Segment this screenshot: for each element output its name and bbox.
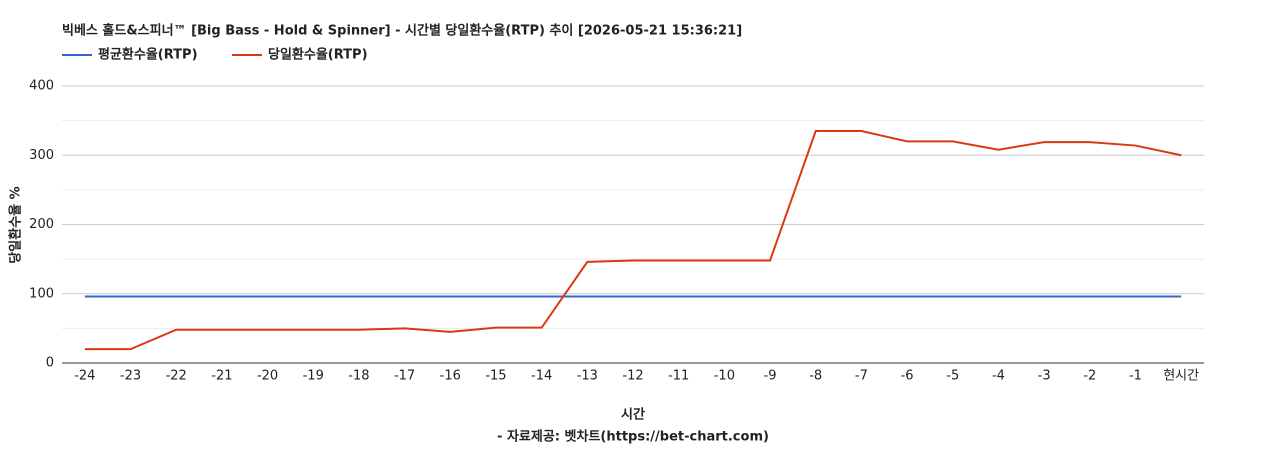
x-tick-label: -24 — [74, 369, 95, 384]
y-tick-label: 0 — [46, 356, 54, 371]
legend-label: 평균환수율(RTP) — [98, 47, 198, 63]
y-tick-label: 400 — [29, 79, 54, 94]
y-tick-label: 200 — [29, 217, 54, 232]
x-tick-label: -15 — [485, 369, 506, 384]
x-tick-label: -4 — [992, 369, 1005, 384]
x-tick-label: -20 — [257, 369, 278, 384]
x-tick-label: -8 — [809, 369, 822, 384]
x-tick-label: -2 — [1083, 369, 1096, 384]
x-tick-label: -12 — [622, 369, 643, 384]
x-tick-label: -13 — [577, 369, 598, 384]
x-tick-label: -11 — [668, 369, 689, 384]
x-tick-label: -6 — [901, 369, 914, 384]
x-tick-label: -1 — [1129, 369, 1142, 384]
x-tick-label: -19 — [303, 369, 324, 384]
y-axis-label: 당일환수율 % — [8, 186, 24, 263]
x-tick-label: 현시간 — [1163, 369, 1199, 384]
y-tick-label: 100 — [29, 286, 54, 301]
x-tick-label: -7 — [855, 369, 868, 384]
x-tick-label: -10 — [714, 369, 735, 384]
chart-title: 빅베스 홀드&스피너™ [Big Bass - Hold & Spinner] … — [62, 23, 742, 39]
x-tick-label: -16 — [440, 369, 461, 384]
x-tick-label: -14 — [531, 369, 552, 384]
x-tick-label: -22 — [166, 369, 187, 384]
x-tick-label: -5 — [946, 369, 959, 384]
x-tick-label: -21 — [211, 369, 232, 384]
y-tick-label: 300 — [29, 148, 54, 163]
legend-label: 당일환수율(RTP) — [268, 47, 368, 63]
x-tick-label: -17 — [394, 369, 415, 384]
x-tick-label: -3 — [1038, 369, 1051, 384]
series-line — [84, 130, 1182, 351]
x-tick-label: -23 — [120, 369, 141, 384]
x-tick-label: -9 — [764, 369, 777, 384]
source-note: - 자료제공: 벳차트(https://bet-chart.com) — [497, 429, 769, 445]
x-axis-label: 시간 — [621, 407, 645, 423]
x-tick-label: -18 — [348, 369, 369, 384]
